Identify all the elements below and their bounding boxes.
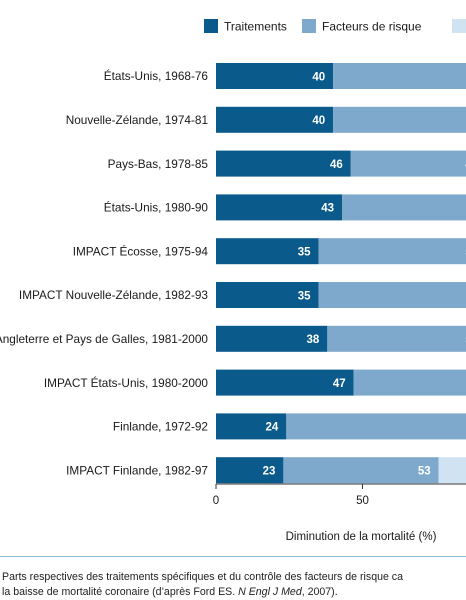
data-label-traitements-angleterre-et-pays-de-galles-1981-2000: 38 [307,334,320,346]
bar-facteurs-de-risque-finlande-1972-92 [286,413,466,440]
x-tick-label-50: 50 [356,495,369,507]
category-label-nouvelle-zelande-1974-81: Nouvelle-Zélande, 1974-81 [66,113,208,127]
category-label-impact-ecosse-1975-94: IMPACT Écosse, 1975-94 [73,244,209,258]
bar-facteurs-de-risque-pays-bas-1978-85 [350,150,466,177]
bar-facteurs-de-risque-impact-etats-unis-1980-2000 [353,369,466,396]
data-label-traitements-nouvelle-zelande-1974-81: 40 [312,115,325,127]
figure-caption: Parts respectives des traitements spécif… [2,570,466,600]
legend-swatch-facteurs-de-risque [302,19,316,33]
bar-traitements-impact-nouvelle-zelande-1982-93 [216,282,319,308]
x-axis-title: Diminution de la mortalité (%) [286,531,437,543]
category-label-etats-unis-1968-76: États-Unis, 1968-76 [104,69,209,83]
data-label-traitements-impact-etats-unis-1980-2000: 47 [333,378,346,390]
bar-traitements-angleterre-et-pays-de-galles-1981-2000 [216,325,328,352]
x-tick-label-0: 0 [213,495,219,507]
bar-traitements-etats-unis-1968-76 [216,63,334,89]
category-label-impact-finlande-1982-97: IMPACT Finlande, 1982-97 [66,463,208,477]
bar-facteurs-de-risque-etats-unis-1968-76 [333,63,466,89]
bar-facteurs-de-risque-impact-ecosse-1975-94 [318,238,466,265]
category-label-impact-etats-unis-1980-2000: IMPACT États-Unis, 1980-2000 [44,376,209,390]
bar-inexplique-impact-finlande-1982-97 [438,457,466,484]
data-label-traitements-etats-unis-1968-76: 40 [312,71,325,83]
data-label-traitements-impact-ecosse-1975-94: 35 [298,247,311,259]
data-label-traitements-etats-unis-1980-90: 43 [321,203,334,215]
bar-traitements-impact-ecosse-1975-94 [216,238,319,265]
data-label-traitements-impact-nouvelle-zelande-1982-93: 35 [298,290,311,302]
caption-line-1: Parts respectives des traitements spécif… [2,571,404,583]
data-label-traitements-impact-finlande-1982-97: 23 [263,466,276,478]
bar-traitements-etats-unis-1980-90 [216,194,342,221]
bar-traitements-impact-finlande-1982-97 [216,457,284,484]
bar-traitements-impact-etats-unis-1980-2000 [216,369,354,396]
legend-label-facteurs-de-risque: Facteurs de risque [322,20,422,34]
bar-traitements-pays-bas-1978-85 [216,150,351,177]
category-label-impact-nouvelle-zelande-1982-93: IMPACT Nouvelle-Zélande, 1982-93 [19,288,209,302]
caption-line-2: la baisse de mortalité coronaire (d’aprè… [2,586,338,598]
legend-label-traitements: Traitements [224,20,287,34]
data-label-traitements-pays-bas-1978-85: 46 [330,159,343,171]
caption-rule [0,556,466,557]
category-label-finlande-1972-92: Finlande, 1972-92 [113,420,208,434]
category-label-etats-unis-1980-90: États-Unis, 1980-90 [104,201,209,215]
bar-facteurs-de-risque-impact-nouvelle-zelande-1982-93 [318,282,466,308]
category-label-pays-bas-1978-85: Pays-Bas, 1978-85 [108,157,209,171]
legend-swatch-traitements [204,19,218,33]
bar-traitements-finlande-1972-92 [216,413,287,440]
category-label-angleterre-et-pays-de-galles-1981-2000: Angleterre et Pays de Galles, 1981-2000 [0,332,208,346]
bar-facteurs-de-risque-angleterre-et-pays-de-galles-1981-2000 [327,325,466,352]
bar-facteurs-de-risque-etats-unis-1980-90 [341,194,466,221]
data-label-facteurs-de-risque-impact-finlande-1982-97: 53 [418,466,431,478]
data-label-traitements-finlande-1972-92: 24 [266,422,279,434]
bar-facteurs-de-risque-nouvelle-zelande-1974-81 [333,106,466,133]
bar-facteurs-de-risque-impact-finlande-1982-97 [283,457,439,484]
bar-traitements-nouvelle-zelande-1974-81 [216,106,334,133]
legend-swatch-inexplique [452,19,466,33]
